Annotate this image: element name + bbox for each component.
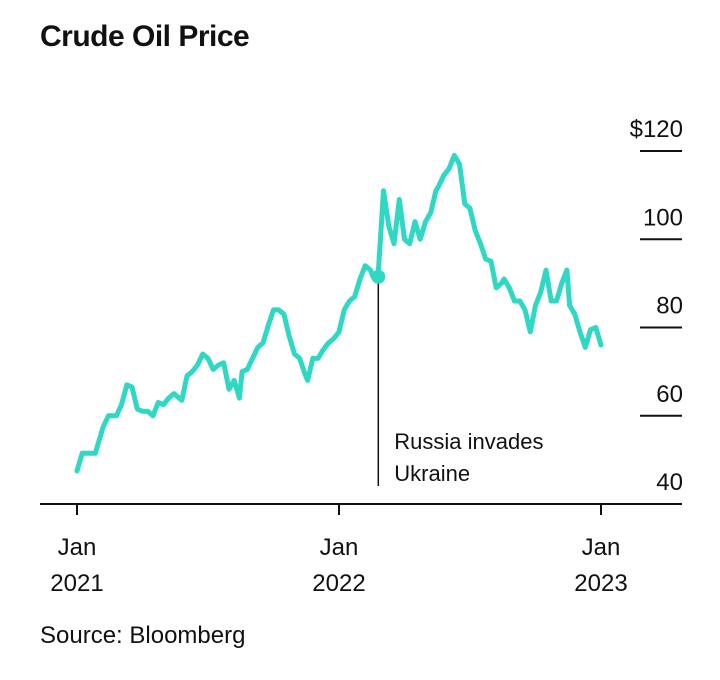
x-tick-month: Jan <box>320 534 359 561</box>
series-group <box>74 152 604 474</box>
y-tick-label: 80 <box>656 293 683 320</box>
x-tick-year: 2022 <box>312 570 365 597</box>
y-tick-label: 100 <box>643 204 683 231</box>
y-axis: $120 100 80 60 40 <box>630 116 683 496</box>
x-tick-month: Jan <box>582 534 621 561</box>
x-axis: Jan 2021 Jan 2022 Jan 2023 <box>40 503 682 597</box>
annotation: Russia invades Ukraine <box>377 276 543 486</box>
series-line-crude-oil <box>74 152 604 474</box>
chart-title: Crude Oil Price <box>40 20 250 53</box>
x-tick-month: Jan <box>58 534 97 561</box>
x-tick-year: 2023 <box>574 570 627 597</box>
annotation-label: Ukraine <box>394 461 470 486</box>
x-tick-year: 2021 <box>50 570 103 597</box>
annotation-label: Russia invades <box>394 429 543 454</box>
y-tick-label: $120 <box>630 116 683 143</box>
y-tick-label: 60 <box>656 381 683 408</box>
y-tick-label: 40 <box>656 469 683 496</box>
source-note: Source: Bloomberg <box>40 622 246 649</box>
annotation-marker <box>371 269 386 284</box>
